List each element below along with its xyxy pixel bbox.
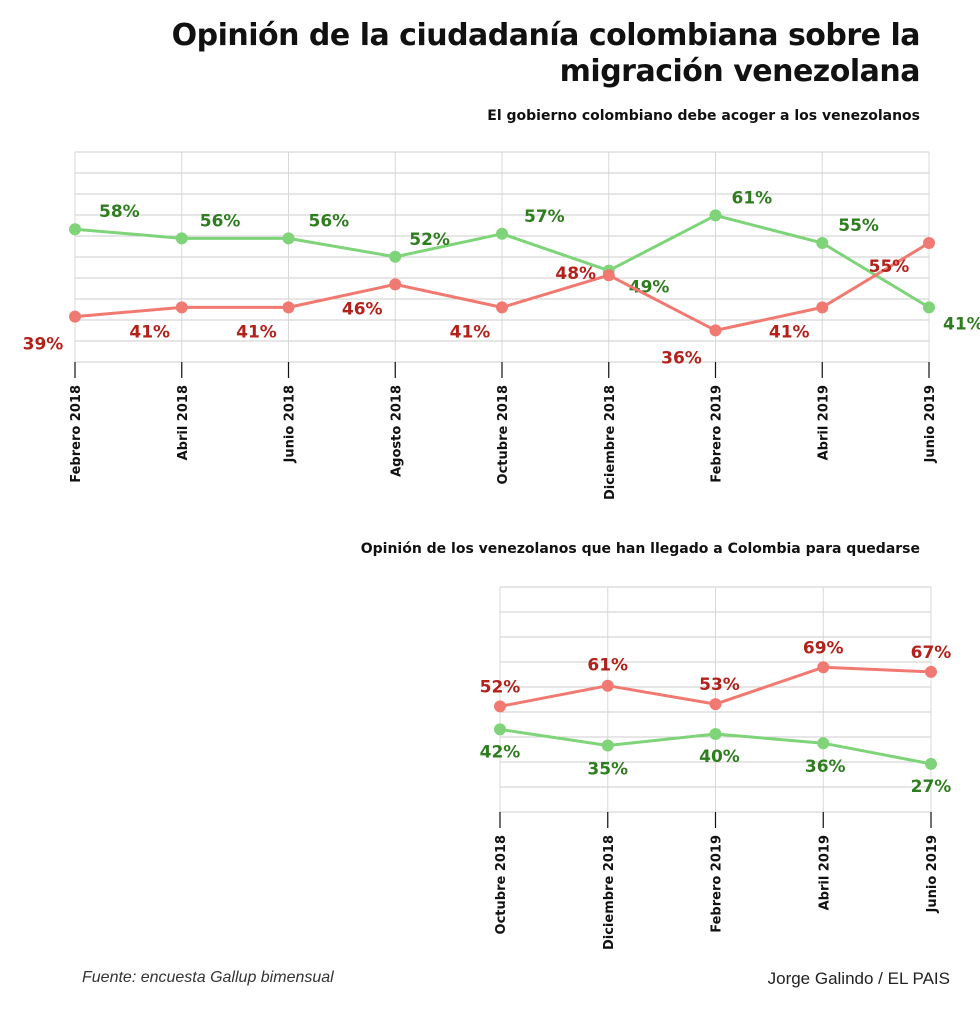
series-negativa: 52% 61% 53% 69% 67% [480,638,952,713]
data-label: 58% [99,202,140,222]
data-point [602,269,615,282]
data-label: 41% [769,322,810,342]
page-title: Opinión de la ciudadanía colombiana sobr… [171,18,921,89]
credit: Jorge Galindo / EL PAIS [767,969,950,988]
data-point [69,310,81,323]
data-point [494,723,506,736]
chart-venezolanos: Octubre 2018 Diciembre 2018 Febrero 2019 Ab… [480,586,952,950]
data-point [925,665,937,678]
data-point [816,237,829,249]
x-tick-label: Abril 2019 [817,835,832,910]
data-label: 57% [524,207,565,227]
data-point [923,237,935,249]
series-sí: 58% 56% 56% 52% 57% 49% 61% 55% 41% [69,188,980,334]
data-label: 40% [699,747,740,767]
data-label: 41% [943,314,980,334]
grid [499,586,932,828]
x-tick-label: Abril 2019 [816,385,831,460]
x-tick-label: Abril 2018 [176,385,191,460]
data-label: 36% [805,757,846,777]
data-point [175,232,188,245]
data-point [389,250,402,263]
chart2-subtitle: Opinión de los venezolanos que han llega… [360,541,920,557]
x-tick-label: Febrero 2019 [710,835,725,933]
data-label: 56% [200,211,241,231]
chart-colombianos: Febrero 2018 Abril 2018 Junio 2018 Agosto 2… [23,151,980,500]
data-point [496,301,508,314]
x-tick-label: Junio 2019 [923,385,938,463]
data-point [709,324,722,337]
series-positiva: 42% 35% 40% 36% 27% [480,723,952,797]
data-point [282,301,295,314]
data-label: 69% [803,638,844,658]
data-label: 41% [236,322,277,342]
data-label: 52% [480,677,521,697]
data-label: 35% [587,760,628,780]
data-point [816,301,829,314]
data-label: 56% [309,211,350,231]
data-label: 55% [838,216,879,236]
data-label: 53% [699,675,740,695]
data-label: 67% [911,643,952,663]
data-label: 39% [23,335,64,355]
source-note: Fuente: encuesta Gallup bimensual [82,969,334,986]
data-label: 41% [450,322,491,342]
data-label: 55% [869,257,910,277]
data-point [175,301,188,314]
data-label: 52% [409,230,450,250]
data-label: 36% [661,348,702,368]
data-point [817,661,830,674]
data-label: 46% [342,299,383,319]
data-label: 27% [911,777,952,797]
data-point [817,737,830,750]
data-point [69,223,81,236]
series-no: 39% 41% 41% 46% 41% 48% 36% 41% 55% [23,237,935,368]
x-tick-label: Octubre 2018 [494,835,509,934]
data-point [282,232,295,245]
data-point [494,700,506,713]
data-point [925,757,937,770]
x-tick-label: Junio 2018 [283,385,298,463]
x-tick-label: Diciembre 2018 [602,835,617,950]
data-label: 61% [587,656,628,676]
data-point [389,278,402,291]
x-tick-label: Octubre 2018 [496,385,511,484]
data-label: 61% [732,188,773,208]
data-point [601,679,614,692]
data-label: 41% [129,322,170,342]
x-tick-label: Diciembre 2018 [603,385,618,500]
x-tick-label: Junio 2019 [925,835,940,913]
x-tick-label: Febrero 2019 [710,385,725,483]
chart1-subtitle: El gobierno colombiano debe acoger a los… [487,108,920,124]
x-tick-label: Agosto 2018 [389,385,404,477]
data-label: 49% [629,278,670,298]
data-point [496,227,508,240]
data-point [601,739,614,752]
data-point [709,698,722,711]
data-point [709,209,722,222]
data-label: 48% [555,264,596,284]
data-point [709,728,722,740]
x-tick-label: Febrero 2018 [69,385,84,483]
data-point [923,301,935,314]
data-label: 42% [480,742,521,762]
